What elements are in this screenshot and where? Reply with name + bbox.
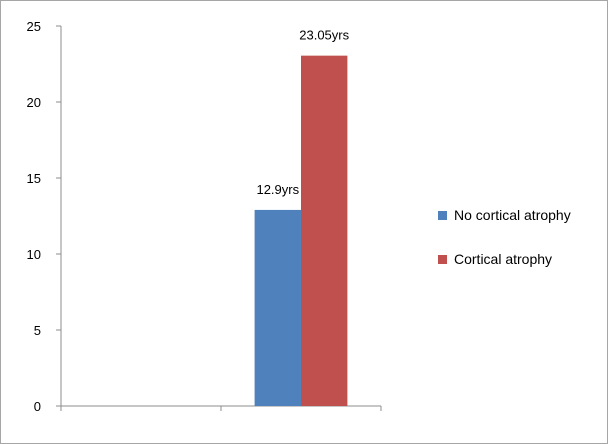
data-label: 12.9yrs xyxy=(256,182,299,197)
legend-swatch xyxy=(438,255,447,264)
y-tick-label: 5 xyxy=(34,323,41,338)
y-tick-label: 15 xyxy=(27,171,41,186)
y-tick-label: 0 xyxy=(34,399,41,414)
legend-label: Cortical atrophy xyxy=(454,251,552,267)
y-tick-label: 10 xyxy=(27,247,41,262)
bar xyxy=(301,55,348,406)
y-tick-label: 20 xyxy=(27,95,41,110)
y-tick-label: 25 xyxy=(27,19,41,34)
data-label: 23.05yrs xyxy=(299,28,349,43)
bar xyxy=(254,209,301,406)
legend-label: No cortical atrophy xyxy=(454,207,571,223)
legend-swatch xyxy=(438,211,447,220)
